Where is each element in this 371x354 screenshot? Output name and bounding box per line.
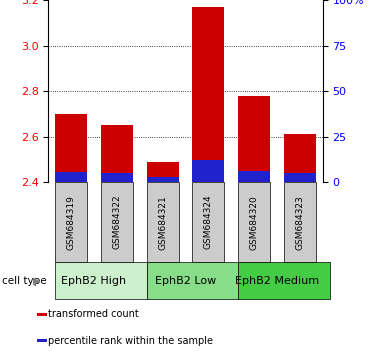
Bar [192, 182, 224, 262]
Bar [238, 96, 270, 182]
Bar [192, 160, 224, 182]
Text: ▶: ▶ [33, 275, 41, 286]
Bar [101, 125, 133, 182]
Bar [147, 177, 179, 182]
Text: GSM684319: GSM684319 [67, 195, 76, 250]
Text: GSM684320: GSM684320 [250, 195, 259, 250]
Text: transformed count: transformed count [48, 309, 139, 320]
Bar [238, 182, 270, 262]
Bar [37, 313, 47, 316]
Bar [238, 262, 329, 299]
Bar [284, 173, 316, 182]
Bar [147, 182, 179, 262]
Bar [101, 182, 133, 262]
Bar [101, 172, 133, 182]
Text: EphB2 Low: EphB2 Low [155, 275, 216, 286]
Text: GSM684323: GSM684323 [295, 195, 304, 250]
Text: EphB2 High: EphB2 High [62, 275, 127, 286]
Text: GSM684321: GSM684321 [158, 195, 167, 250]
Text: GSM684324: GSM684324 [204, 195, 213, 250]
Bar [55, 182, 87, 262]
Bar [55, 172, 87, 182]
Bar [238, 171, 270, 182]
Text: GSM684322: GSM684322 [112, 195, 121, 250]
Bar [37, 339, 47, 342]
Text: cell type: cell type [2, 275, 46, 286]
Bar [192, 7, 224, 182]
Text: percentile rank within the sample: percentile rank within the sample [48, 336, 213, 346]
Bar [147, 162, 179, 182]
Bar [147, 262, 238, 299]
Bar [55, 114, 87, 182]
Text: EphB2 Medium: EphB2 Medium [235, 275, 319, 286]
Bar [55, 262, 147, 299]
Bar [284, 182, 316, 262]
Bar [284, 135, 316, 182]
